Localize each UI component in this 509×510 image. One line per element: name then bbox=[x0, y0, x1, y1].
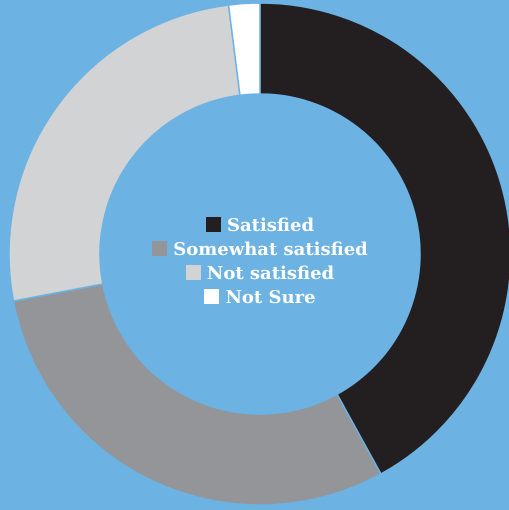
donut-slice-not-sure bbox=[227, 2, 261, 97]
legend-swatch-not-satisfied bbox=[185, 265, 201, 280]
legend-label-somewhat-satisfied: Somewhat satisfied bbox=[173, 239, 368, 260]
donut-slice-somewhat-satisfied bbox=[12, 283, 382, 506]
legend-item-satisfied: Satisfied bbox=[134, 214, 386, 238]
legend-label-not-satisfied: Not satisfied bbox=[206, 263, 335, 284]
legend-label-satisfied: Satisfied bbox=[226, 215, 315, 236]
chart-legend: Satisfied Somewhat satisfied Not satisfi… bbox=[134, 214, 386, 310]
legend-item-somewhat-satisfied: Somewhat satisfied bbox=[134, 238, 386, 262]
legend-swatch-satisfied bbox=[205, 217, 221, 232]
legend-item-not-satisfied: Not satisfied bbox=[134, 262, 386, 286]
legend-swatch-somewhat-satisfied bbox=[152, 241, 168, 256]
donut-slice-satisfied bbox=[259, 2, 509, 475]
legend-label-not-sure: Not Sure bbox=[225, 287, 316, 308]
legend-item-not-sure: Not Sure bbox=[134, 286, 386, 310]
donut-slice-not-satisfied bbox=[8, 4, 241, 302]
legend-swatch-not-sure bbox=[204, 289, 220, 304]
